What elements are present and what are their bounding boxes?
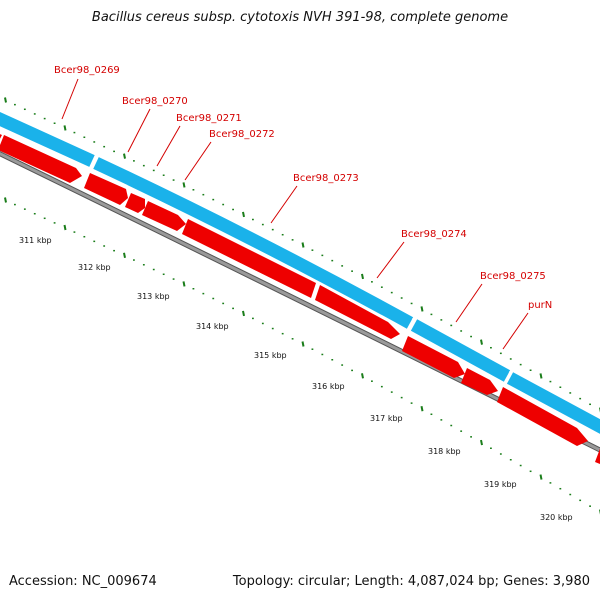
feature-tick	[4, 197, 7, 203]
forward-gene-divider	[91, 155, 97, 169]
scale-label: 312 kbp	[78, 263, 111, 272]
gene-leader-line	[156, 125, 181, 167]
accession-text: Accession: NC_009674	[9, 574, 157, 589]
reverse-strand-track	[0, 125, 600, 480]
scale-labels: 311 kbp 312 kbp 313 kbp 314 kbp 315 kbp 316 k…	[19, 236, 573, 522]
feature-tick	[242, 211, 245, 218]
gene-leader-line	[184, 141, 212, 181]
gene-label[interactable]: Bcer98_0269	[54, 65, 120, 76]
feature-tick	[420, 306, 424, 312]
scale-label: 315 kbp	[254, 351, 287, 360]
feature-tick	[4, 97, 7, 103]
gene-label[interactable]: Bcer98_0274	[401, 229, 467, 240]
feature-ticks	[4, 97, 600, 515]
feature-tick	[539, 474, 543, 480]
gene-label[interactable]: purN	[528, 300, 552, 311]
gene-label[interactable]: Bcer98_0272	[209, 129, 275, 140]
feature-tick	[480, 439, 483, 446]
gene-arrow[interactable]	[402, 336, 465, 378]
feature-tick	[182, 182, 186, 188]
gene-leader-line	[61, 78, 79, 120]
gene-arrow[interactable]	[595, 446, 600, 480]
gene-label[interactable]: Bcer98_0273	[293, 173, 359, 184]
gene-leader-line	[376, 241, 405, 279]
feature-tick	[480, 339, 483, 345]
gene-leader-line	[127, 108, 151, 153]
forward-gene-divider	[505, 370, 511, 384]
gene-arrow[interactable]	[461, 368, 498, 395]
gene-leader-line	[455, 283, 483, 323]
gene-arrow[interactable]	[84, 173, 128, 205]
forward-gene-segment[interactable]	[506, 372, 600, 448]
feature-tick	[539, 373, 543, 379]
backbone	[0, 150, 600, 453]
feature-tick	[63, 224, 67, 231]
forward-strand-track	[0, 110, 600, 448]
scale-label: 313 kbp	[137, 292, 170, 301]
feature-tick	[361, 273, 364, 280]
feature-tick	[301, 341, 305, 347]
gene-label[interactable]: Bcer98_0270	[122, 96, 188, 107]
feature-tick	[123, 252, 126, 259]
gene-arrow[interactable]	[0, 135, 82, 183]
gene-arrow[interactable]	[0, 125, 2, 148]
forward-gene-segment[interactable]	[0, 110, 95, 167]
feature-tick	[420, 405, 424, 412]
feature-tick	[361, 373, 364, 379]
scale-label: 319 kbp	[484, 480, 517, 489]
forward-gene-divider	[408, 317, 414, 331]
scale-label: 311 kbp	[19, 236, 52, 245]
forward-gene-segment[interactable]	[410, 319, 511, 382]
scale-label: 318 kbp	[428, 447, 461, 456]
scale-label: 317 kbp	[370, 414, 403, 423]
feature-tick	[123, 153, 126, 159]
gene-label[interactable]: Bcer98_0275	[480, 271, 546, 282]
gene-labels: Bcer98_0269 Bcer98_0270 Bcer98_0271 Bcer98_…	[54, 65, 552, 350]
forward-gene-segment[interactable]	[93, 157, 414, 329]
feature-tick	[242, 310, 245, 317]
gene-arrow[interactable]	[142, 201, 186, 231]
feature-tick	[301, 242, 305, 248]
gene-leader-line	[502, 312, 529, 350]
gene-label[interactable]: Bcer98_0271	[176, 113, 242, 124]
gene-arrow[interactable]	[125, 193, 145, 213]
scale-label: 314 kbp	[196, 322, 229, 331]
page-title: Bacillus cereus subsp. cytotoxis NVH 391…	[91, 10, 509, 25]
gene-arrow[interactable]	[182, 219, 316, 298]
gene-arrow[interactable]	[497, 387, 588, 446]
gene-arrow[interactable]	[315, 285, 400, 339]
scale-label: 320 kbp	[540, 513, 573, 522]
genome-summary-text: Topology: circular; Length: 4,087,024 bp…	[232, 574, 590, 589]
gene-leader-line	[270, 185, 298, 224]
feature-tick	[63, 125, 67, 131]
scale-label: 316 kbp	[312, 382, 345, 391]
feature-tick	[182, 281, 186, 287]
